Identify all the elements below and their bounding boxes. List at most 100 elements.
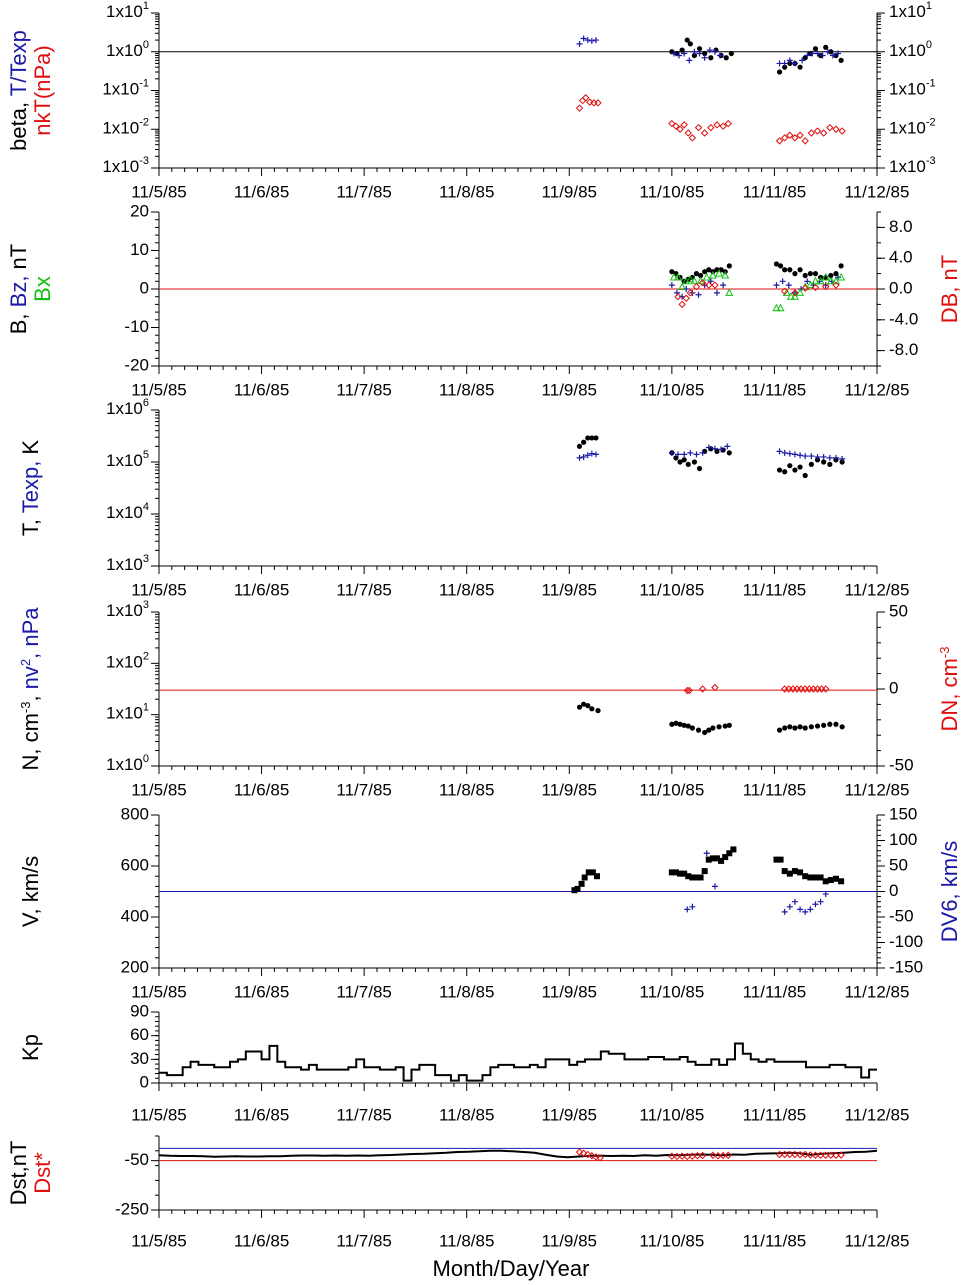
data-point-dn — [685, 686, 694, 695]
x-tick-label: 11/11/85 — [743, 380, 807, 399]
data-point-dn — [698, 685, 707, 693]
data-point-t — [677, 459, 683, 465]
data-point-beta — [802, 55, 808, 61]
x-tick-label: 11/9/85 — [542, 1231, 597, 1250]
data-point-t — [720, 447, 726, 453]
data-point-dst- — [837, 1151, 845, 1159]
data-point-beta — [787, 60, 793, 67]
y-tick-label: 1x10-3 — [102, 155, 149, 177]
kp-step-line — [159, 1042, 877, 1082]
x-tick-label: 11/10/85 — [639, 1231, 704, 1250]
y-tick-label: 800 — [121, 804, 149, 823]
data-point-n — [673, 720, 679, 726]
x-tick-label: 11/11/85 — [743, 982, 807, 1001]
data-point-t — [797, 464, 803, 470]
data-point-t-texp — [814, 50, 821, 57]
y-tick-label: 1x100 — [106, 753, 149, 775]
x-tick-label: 11/7/85 — [336, 982, 391, 1001]
data-point-v — [581, 874, 588, 881]
data-point-nkt — [807, 129, 816, 137]
y-tick-label: 1x101 — [106, 702, 149, 724]
data-point-texp — [705, 444, 712, 451]
data-point-t-texp — [717, 52, 724, 59]
data-point-db — [801, 284, 809, 292]
data-point-texp — [786, 450, 793, 457]
data-point-nkt — [578, 96, 587, 105]
data-point-dst- — [579, 1149, 588, 1157]
data-point-t-texp — [786, 57, 793, 64]
data-point-beta — [687, 41, 693, 47]
data-point-dst- — [791, 1150, 799, 1159]
data-point-texp — [699, 449, 706, 456]
x-tick-label: 11/12/85 — [845, 580, 910, 599]
y-axis-label: B, Bz, nT — [6, 244, 31, 335]
data-point-nkt — [680, 121, 688, 129]
data-point-dst- — [816, 1151, 825, 1159]
data-point-n — [581, 701, 587, 707]
y-axis-label-secondary: Bx — [30, 276, 55, 302]
x-tick-label: 11/5/85 — [131, 580, 186, 599]
data-point-t — [593, 435, 599, 441]
data-point-n — [595, 708, 601, 714]
data-point-dv6 — [786, 903, 793, 910]
data-point-n — [669, 721, 675, 727]
y-tick-label: 1x101 — [106, 0, 149, 21]
data-marks — [668, 261, 846, 312]
data-point-beta — [691, 52, 698, 59]
x-axis-label: Month/Day/Year — [433, 1256, 590, 1281]
data-point-bz — [773, 282, 780, 289]
data-marks — [575, 35, 846, 145]
data-point-beta — [679, 47, 685, 53]
data-point-t-texp — [799, 57, 806, 64]
y-tick-label: 30 — [130, 1049, 149, 1068]
x-tick-label: 11/12/85 — [845, 380, 910, 399]
data-point-dst- — [780, 1150, 789, 1159]
data-point-t-texp — [676, 52, 683, 59]
data-point-dst- — [714, 1152, 722, 1160]
data-point-dn — [785, 685, 793, 693]
data-point-dst- — [693, 1152, 702, 1160]
data-point-beta — [708, 55, 714, 61]
data-point-n — [576, 704, 583, 710]
data-marks — [159, 1042, 877, 1082]
data-point-t — [673, 455, 679, 461]
data-point-bz — [689, 289, 696, 296]
data-point-bz — [713, 289, 720, 296]
data-point-t-texp — [819, 52, 826, 59]
data-point-v — [827, 877, 834, 884]
data-point-dst- — [822, 1151, 830, 1159]
data-point-n — [787, 724, 793, 730]
data-point-nkt — [688, 134, 697, 142]
data-point-bx — [686, 274, 695, 283]
y2-tick-label: 0 — [889, 678, 898, 697]
data-point-bz — [785, 282, 792, 289]
data-point-db — [692, 282, 701, 291]
data-point-dst- — [806, 1151, 815, 1159]
data-point-texp — [668, 449, 675, 456]
data-point-t-texp — [776, 60, 783, 67]
y2-axis-label: DV6, km/s — [937, 841, 962, 942]
y-axis-label: T, Texp, K — [18, 440, 43, 537]
data-point-nkt — [775, 137, 784, 145]
data-point-t — [782, 469, 788, 475]
data-point-n — [706, 727, 712, 733]
y-tick-label: 1x10-2 — [102, 116, 149, 138]
x-tick-label: 11/12/85 — [845, 982, 910, 1001]
data-point-n — [685, 723, 691, 729]
data-point-dn — [789, 685, 797, 693]
data-point-nkt — [694, 123, 703, 132]
data-point-v — [713, 855, 720, 862]
data-point-bx — [831, 276, 841, 285]
data-point-bx — [696, 276, 705, 285]
y-tick-label: -10 — [124, 317, 149, 336]
data-point-nkt — [724, 119, 732, 128]
dst-line — [159, 1149, 877, 1159]
data-point-v — [585, 869, 592, 876]
data-point-v — [838, 878, 845, 885]
y2-tick-label: 1x101 — [889, 0, 932, 21]
data-point-t — [685, 461, 691, 467]
data-point-nkt — [707, 123, 715, 132]
data-point-n — [802, 725, 808, 731]
data-point-dv6 — [822, 891, 829, 898]
